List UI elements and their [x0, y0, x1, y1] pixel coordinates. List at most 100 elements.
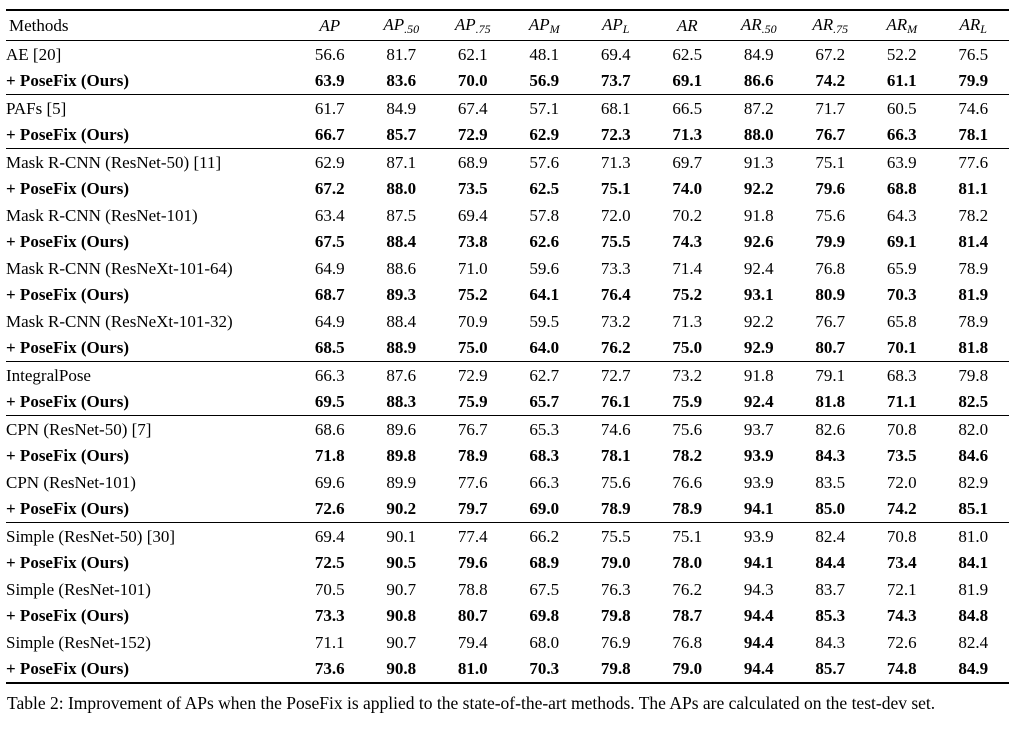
value-cell: 85.0	[815, 499, 846, 518]
value-cell: 62.9	[529, 125, 560, 144]
value-cell: 73.8	[457, 232, 488, 251]
value-cell: 85.1	[958, 499, 989, 518]
value-cell: 72.9	[457, 125, 488, 144]
value-cell: 75.6	[815, 205, 846, 225]
value-cell: 68.7	[314, 285, 345, 304]
value-cell: 71.8	[314, 446, 345, 465]
value-cell: 84.8	[958, 606, 989, 625]
value-cell: 73.6	[314, 659, 345, 678]
value-cell: 69.4	[600, 44, 631, 64]
value-cell: 75.9	[457, 392, 488, 411]
value-cell: 65.9	[886, 258, 917, 278]
value-cell: 80.7	[457, 606, 488, 625]
value-cell: 92.4	[743, 258, 774, 278]
value-cell: 69.4	[294, 521, 366, 549]
method-cell: Mask R-CNN (ResNet-50) [11]	[6, 147, 294, 175]
method-cell: + PoseFix (Ours)	[6, 499, 130, 518]
header-cell-metric: ARL	[937, 10, 1009, 41]
value-cell: 74.2	[886, 499, 917, 518]
value-cell: 56.9	[529, 71, 560, 90]
value-cell: 62.1	[457, 44, 488, 64]
value-cell: 79.8	[937, 360, 1009, 388]
value-cell: 83.5	[815, 472, 846, 492]
method-cell: Mask R-CNN (ResNeXt-101-64)	[6, 258, 233, 278]
results-table: Methods AP AP.50 AP.75 APM APL AR AR.50 AR.75 ARM…	[6, 9, 1009, 684]
method-cell: + PoseFix (Ours)	[6, 338, 130, 357]
value-cell: 59.5	[529, 311, 560, 331]
value-cell: 74.2	[815, 71, 846, 90]
value-cell: 74.6	[580, 414, 652, 442]
table-row-posefix: + PoseFix (Ours) 68.7 89.3 75.2 64.1 76.4 75.2…	[6, 281, 1009, 308]
value-cell: 83.6	[386, 71, 417, 90]
value-cell: 69.1	[672, 71, 703, 90]
value-cell: 75.6	[600, 472, 631, 492]
value-cell: 72.1	[886, 579, 917, 599]
value-cell: 93.7	[723, 414, 795, 442]
value-cell: 84.9	[365, 93, 437, 121]
method-cell: PAFs [5]	[6, 93, 294, 121]
method-cell: + PoseFix (Ours)	[6, 659, 130, 678]
value-cell: 81.8	[958, 338, 989, 357]
value-cell: 73.3	[314, 606, 345, 625]
table-row-baseline: Simple (ResNet-50) [30] 69.4 90.1 77.4 66.2 7…	[6, 521, 1009, 549]
header-cell-metric: APL	[580, 10, 652, 41]
value-cell: 82.4	[794, 521, 866, 549]
value-cell: 89.3	[386, 285, 417, 304]
value-cell: 72.0	[600, 205, 631, 225]
value-cell: 78.1	[600, 446, 631, 465]
table-row-baseline: Simple (ResNet-152) 71.1 90.7 79.4 68.0 76.9 7…	[6, 629, 1009, 656]
value-cell: 60.5	[866, 93, 938, 121]
value-cell: 74.3	[886, 606, 917, 625]
value-cell: 92.6	[743, 232, 774, 251]
value-cell: 64.9	[314, 258, 345, 278]
value-cell: 79.8	[600, 606, 631, 625]
value-cell: 90.1	[365, 521, 437, 549]
method-cell: Mask R-CNN (ResNet-101)	[6, 205, 198, 225]
value-cell: 76.7	[437, 414, 509, 442]
method-cell: + PoseFix (Ours)	[6, 446, 130, 465]
value-cell: 92.2	[743, 179, 774, 198]
value-cell: 91.8	[743, 205, 774, 225]
value-cell: 68.3	[529, 446, 560, 465]
value-cell: 73.7	[600, 71, 631, 90]
header-cell-metric: AR.75	[794, 10, 866, 41]
value-cell: 79.9	[815, 232, 846, 251]
method-cell: Simple (ResNet-152)	[6, 632, 151, 652]
value-cell: 69.5	[314, 392, 345, 411]
header-label: AP	[528, 15, 550, 34]
value-cell: 73.2	[600, 311, 631, 331]
value-cell: 90.8	[386, 606, 417, 625]
value-cell: 67.2	[815, 44, 846, 64]
value-cell: 93.9	[743, 446, 774, 465]
header-cell-metric: APM	[508, 10, 580, 41]
header-subscript: .75	[833, 22, 849, 36]
value-cell: 59.6	[529, 258, 560, 278]
value-cell: 75.9	[672, 392, 703, 411]
value-cell: 94.4	[743, 606, 774, 625]
value-cell: 69.8	[529, 606, 560, 625]
value-cell: 79.6	[457, 553, 488, 572]
method-cell: + PoseFix (Ours)	[6, 606, 130, 625]
value-cell: 75.5	[600, 232, 631, 251]
value-cell: 67.2	[314, 179, 345, 198]
value-cell: 88.0	[743, 125, 774, 144]
value-cell: 75.0	[457, 338, 488, 357]
value-cell: 66.3	[529, 472, 560, 492]
value-cell: 74.3	[672, 232, 703, 251]
table-row-baseline: AE [20] 56.6 81.7 62.1 48.1 69.4 62.5 84.9 67.2 5…	[6, 40, 1009, 67]
header-subscript: L	[980, 22, 987, 36]
value-cell: 93.9	[723, 521, 795, 549]
value-cell: 73.2	[651, 360, 723, 388]
value-cell: 81.9	[958, 579, 989, 599]
value-cell: 81.7	[386, 44, 417, 64]
method-cell: + PoseFix (Ours)	[6, 285, 130, 304]
value-cell: 62.7	[508, 360, 580, 388]
value-cell: 67.5	[314, 232, 345, 251]
value-cell: 65.7	[529, 392, 560, 411]
value-cell: 78.7	[672, 606, 703, 625]
value-cell: 68.1	[580, 93, 652, 121]
value-cell: 87.5	[386, 205, 417, 225]
value-cell: 91.8	[723, 360, 795, 388]
value-cell: 71.4	[672, 258, 703, 278]
value-cell: 62.9	[294, 147, 366, 175]
